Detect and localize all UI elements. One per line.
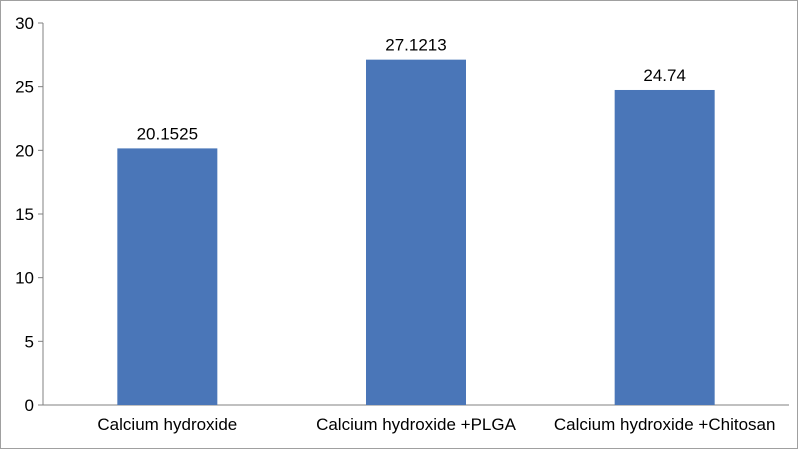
y-tick-label: 0 [25, 396, 34, 415]
category-label-2: Calcium hydroxide +PLGA [316, 415, 517, 434]
category-label-3: Calcium hydroxide +Chitosan [554, 415, 776, 434]
data-label-2: 27.1213 [385, 36, 446, 55]
bar-1 [117, 148, 218, 406]
y-tick-label: 25 [15, 78, 34, 97]
y-tick-label: 10 [15, 269, 34, 288]
bars [117, 59, 715, 406]
bar-2 [366, 59, 466, 405]
data-label-1: 20.1525 [137, 124, 198, 143]
bar-3 [614, 89, 715, 406]
y-tick-label: 30 [15, 14, 34, 33]
data-labels: 20.1525 27.1213 24.74 [137, 36, 686, 144]
category-label-1: Calcium hydroxide [97, 415, 237, 434]
y-ticks: 0 5 10 15 20 25 30 [15, 14, 43, 415]
y-tick-label: 15 [15, 205, 34, 224]
data-label-3: 24.74 [643, 66, 686, 85]
category-labels: Calcium hydroxide Calcium hydroxide +PLGA… [97, 415, 775, 434]
y-tick-label: 20 [15, 141, 34, 160]
y-tick-label: 5 [25, 332, 34, 351]
